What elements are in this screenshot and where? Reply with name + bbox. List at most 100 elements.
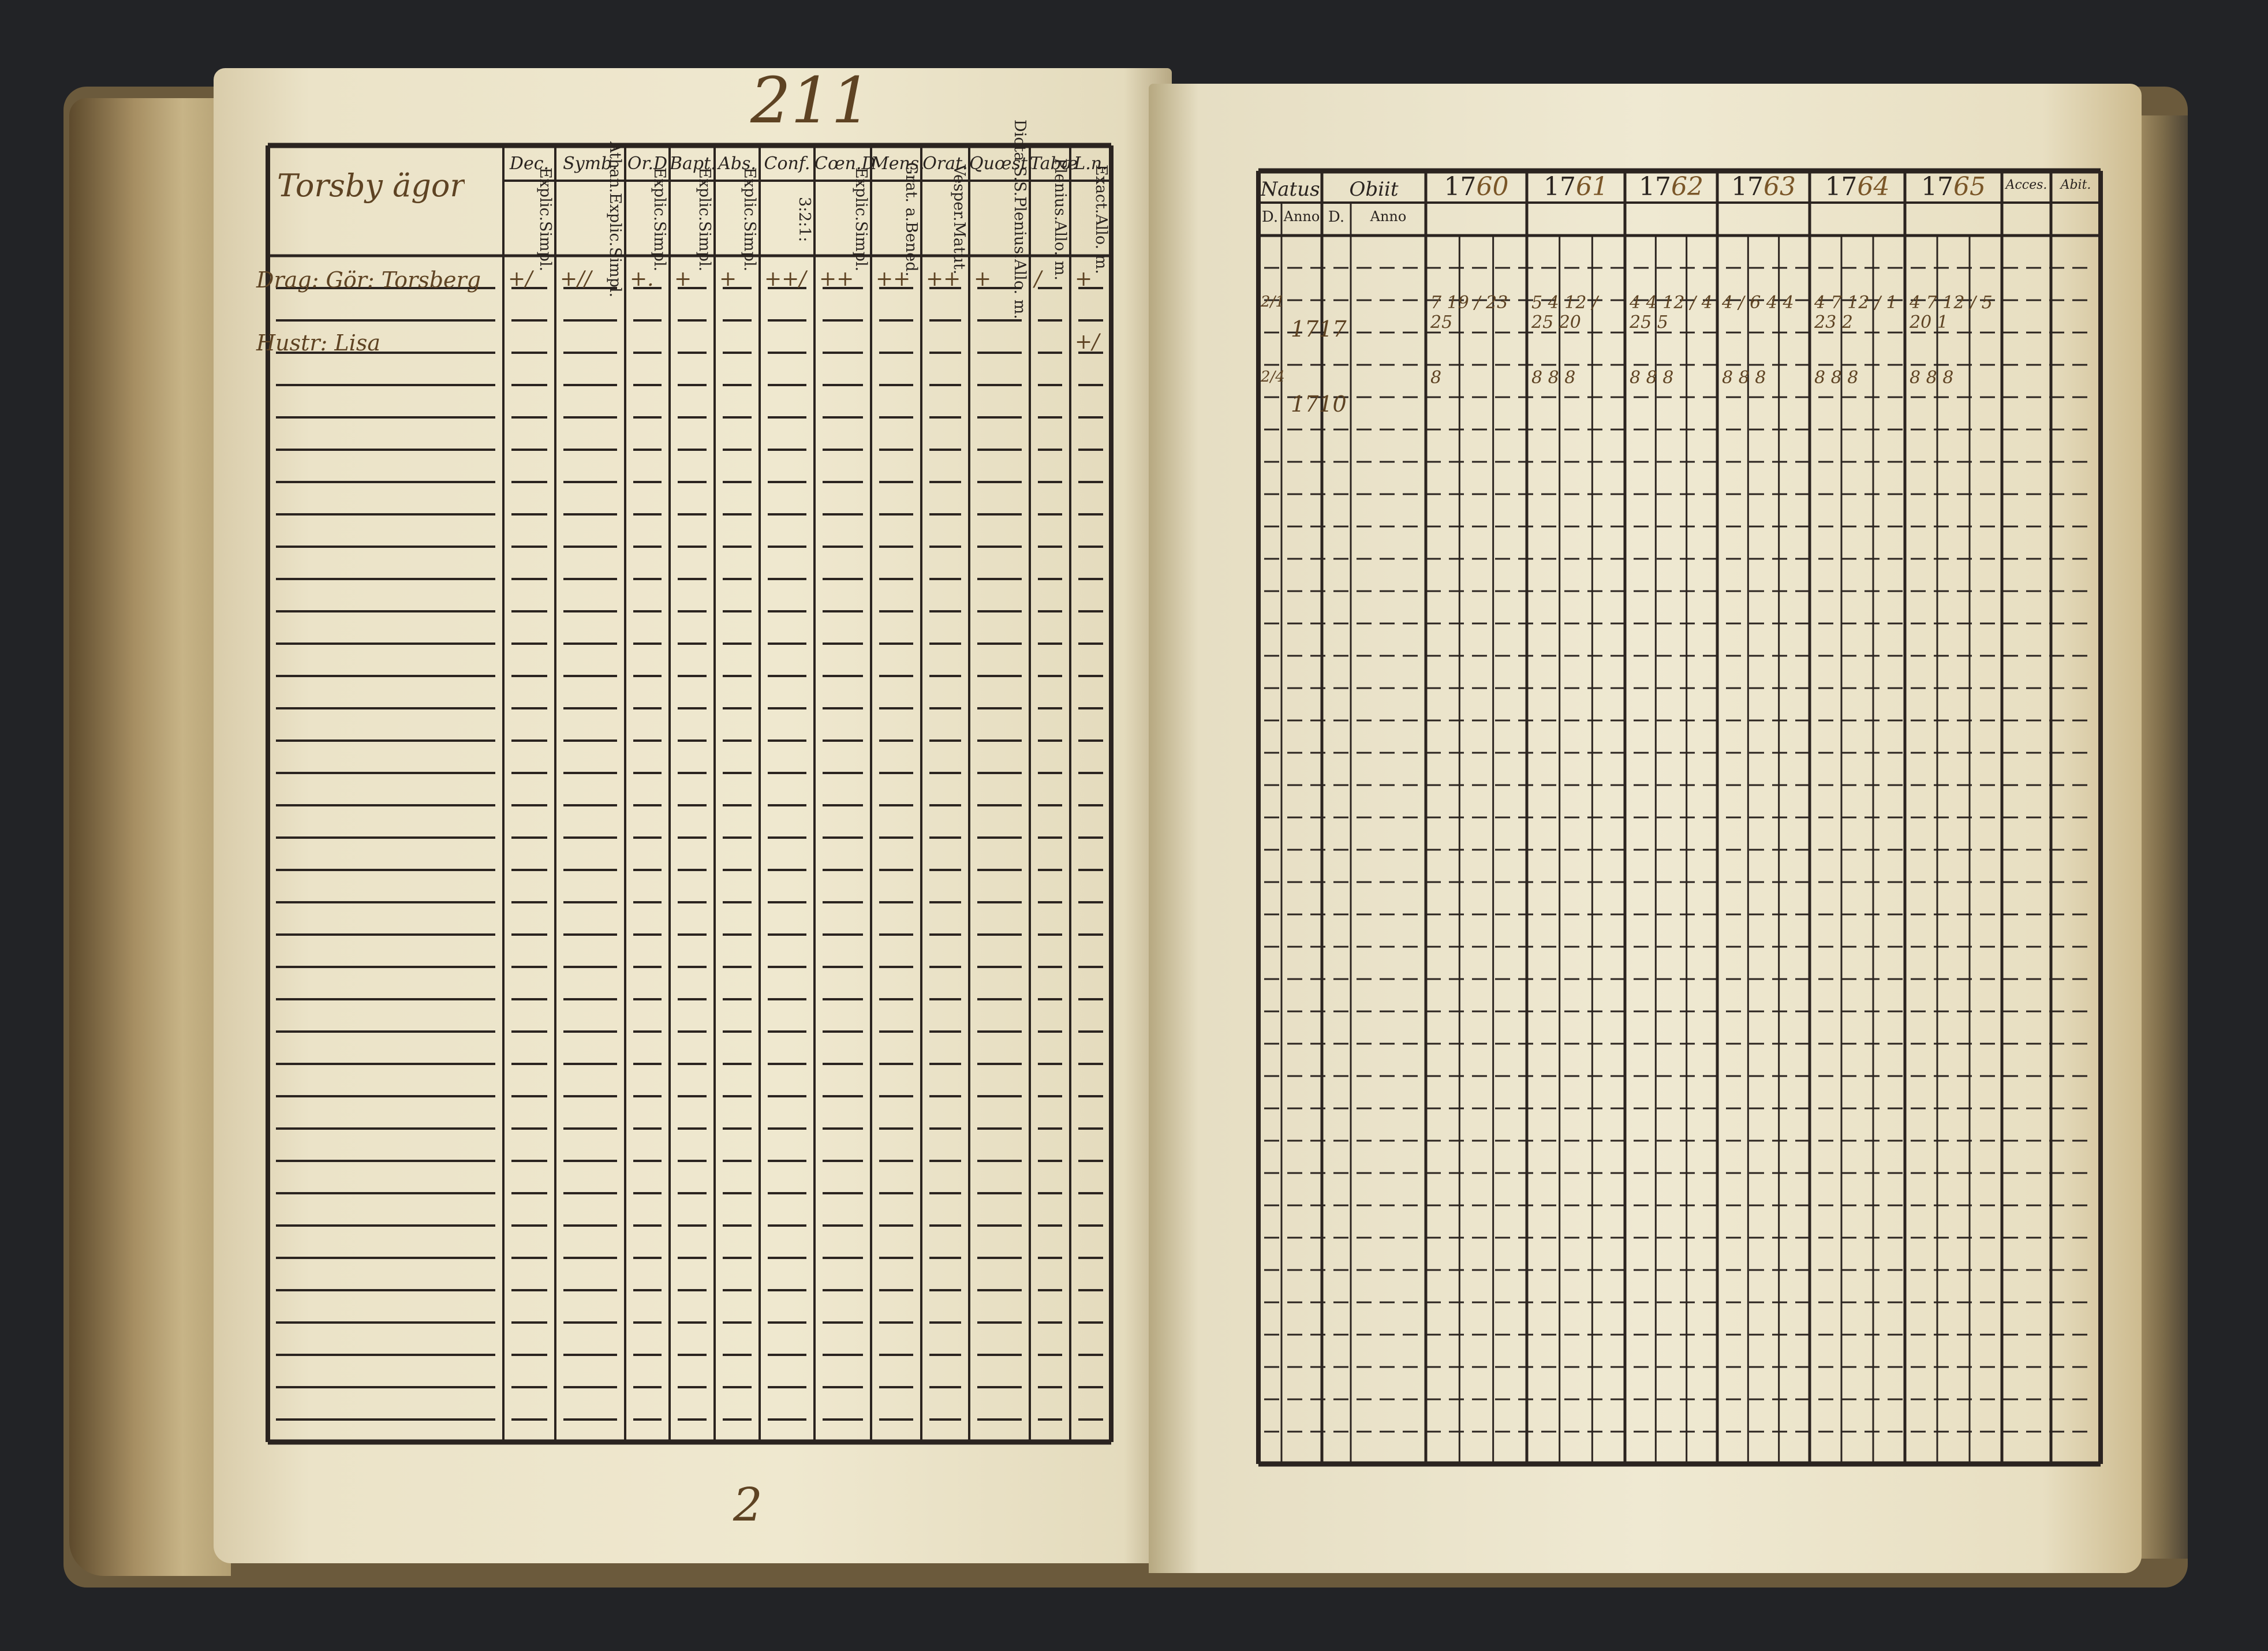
column-header: Dec. [509, 154, 550, 174]
year-suffix: 60 [1476, 172, 1509, 201]
sub-header: D. [1328, 208, 1345, 226]
subheader-label: Explic. [852, 167, 870, 221]
entry-mark: + [674, 267, 692, 291]
year-entry: 4 7 12 / 1 23 2 [1814, 293, 1897, 333]
column-header: Natus [1260, 178, 1320, 201]
entry-mark: + [974, 267, 992, 291]
footer-mark: 2 [733, 1478, 763, 1532]
year-entry: 4 4 12 / 4 25 5 [1630, 293, 1713, 333]
column-header: L.n. [1074, 154, 1108, 174]
subheader-label: Plenius. [1051, 158, 1069, 221]
entry-mark: +/ [508, 267, 533, 291]
entry-name: Hustr: Lisa [256, 330, 380, 356]
subheader-label: 1: [795, 227, 813, 242]
column-header: Symb. [563, 154, 618, 174]
subheader-label: Allo. m. [1011, 259, 1029, 319]
column-subheader: Explic. Simpl. [672, 167, 713, 271]
subheader-label: 2: [795, 211, 813, 227]
column-subheader: Plenius. Allo. m. [1032, 158, 1069, 281]
entry-mark: ++ [926, 267, 961, 291]
subheader-label: Simpl. [536, 221, 554, 272]
column-subheader: 3: 2: 1: [762, 188, 813, 251]
page-number: 211 [750, 64, 872, 137]
subheader-label: Explic. [696, 167, 713, 221]
year-suffix: 64 [1857, 172, 1890, 201]
subheader-label: Simpl. [651, 221, 668, 272]
subheader-label: Explic. [606, 193, 624, 247]
year-header: 1765 [1905, 172, 2002, 201]
year-entry: 8 8 8 [1910, 368, 1954, 388]
column-subheader: Explic. Simpl. [627, 167, 668, 271]
year-prefix: 17 [1444, 172, 1477, 201]
subheader-label: Simpl. [741, 221, 759, 272]
year-suffix: 61 [1576, 172, 1608, 201]
sub-header: D. [1261, 208, 1279, 226]
subheader-label: Simpl. [852, 221, 870, 272]
year-entry: 8 8 8 [1722, 368, 1766, 388]
year-entry: 8 8 8 [1630, 368, 1674, 388]
year-entry: 8 8 8 [1814, 368, 1859, 388]
column-subheader: Dicta S.S. Plenius. Allo. m. [972, 119, 1029, 319]
subheader-label: Simpl. [696, 221, 713, 272]
column-subheader: Athan. Explic. Simpl. [558, 141, 624, 297]
year-entry: 4 / 6 4 4 [1722, 293, 1794, 313]
year-suffix: 63 [1763, 172, 1796, 201]
entry-mark: ++ [819, 267, 854, 291]
natus-year: 1710 [1291, 391, 1347, 417]
column-header: Abs. [718, 154, 756, 174]
subheader-label: Explic. [536, 167, 554, 221]
column-header: Acces. [2005, 178, 2047, 192]
entry-mark: / [1034, 267, 1042, 291]
year-prefix: 17 [1731, 172, 1763, 201]
subheader-label: Simpl. [606, 246, 624, 297]
year-entry: 5 4 12 / 25 20 [1531, 293, 1598, 333]
year-prefix: 17 [1921, 172, 1953, 201]
sub-header: Anno [1370, 208, 1407, 225]
subheader-label: Dicta S.S. [1011, 119, 1029, 197]
subheader-label: Bened. [902, 222, 920, 277]
column-header: Mens. [871, 154, 925, 174]
entry-mark: + [1075, 267, 1093, 291]
column-subheader: Exact. Allo. m. [1073, 165, 1110, 274]
column-header: Abit. [2060, 178, 2091, 192]
column-subheader: Explic. Simpl. [817, 167, 870, 271]
column-header: Or.D [627, 154, 668, 174]
subheader-label: Plenius. [1011, 196, 1029, 259]
column-header: Quœst. [969, 154, 1033, 174]
entry-mark: + [719, 267, 737, 291]
year-entry: 8 [1430, 368, 1442, 388]
year-prefix: 17 [1825, 172, 1858, 201]
year-entry: 7 19 / 23 25 [1430, 293, 1508, 333]
year-prefix: 17 [1639, 172, 1671, 201]
year-entry: 8 8 8 [1531, 368, 1576, 388]
column-subheader: Explic. Simpl. [506, 167, 554, 271]
entry-mark: ++/ [764, 267, 806, 291]
left-name-header: Torsby ägor [277, 167, 465, 204]
column-header: Orat. [922, 154, 968, 174]
column-subheader: Grat. a. Bened. [873, 162, 920, 277]
entry-name: Drag: Gör: Torsberg [256, 267, 481, 293]
subheader-label: Explic. [741, 167, 759, 221]
subheader-label: Athan. [606, 141, 624, 193]
year-entry: 4 7 12 / 5 20 1 [1910, 293, 1993, 333]
subheader-label: Vesper. [950, 164, 968, 222]
entry-mark: +// [560, 267, 592, 291]
subheader-label: Allo. m. [1051, 221, 1069, 281]
year-header: 1760 [1426, 172, 1527, 201]
natus-day: 2/1 [1261, 293, 1285, 311]
entry-mark: ++ [876, 267, 911, 291]
column-header: Conf. [764, 154, 810, 174]
year-header: 1764 [1810, 172, 1905, 201]
column-subheader: Vesper. Matut. [924, 165, 968, 274]
subheader-label: Matut. [950, 221, 968, 275]
subheader-label: Grat. a. [902, 162, 920, 222]
column-subheader: Explic. Simpl. [717, 167, 759, 271]
year-header: 1762 [1625, 172, 1717, 201]
year-suffix: 65 [1953, 172, 1986, 201]
natus-year: 1717 [1291, 316, 1347, 342]
entry-mark: +. [630, 267, 654, 291]
entry-mark: +/ [1075, 330, 1100, 354]
natus-day: 2/4 [1261, 368, 1285, 386]
column-header: Cœn.D [814, 154, 876, 174]
